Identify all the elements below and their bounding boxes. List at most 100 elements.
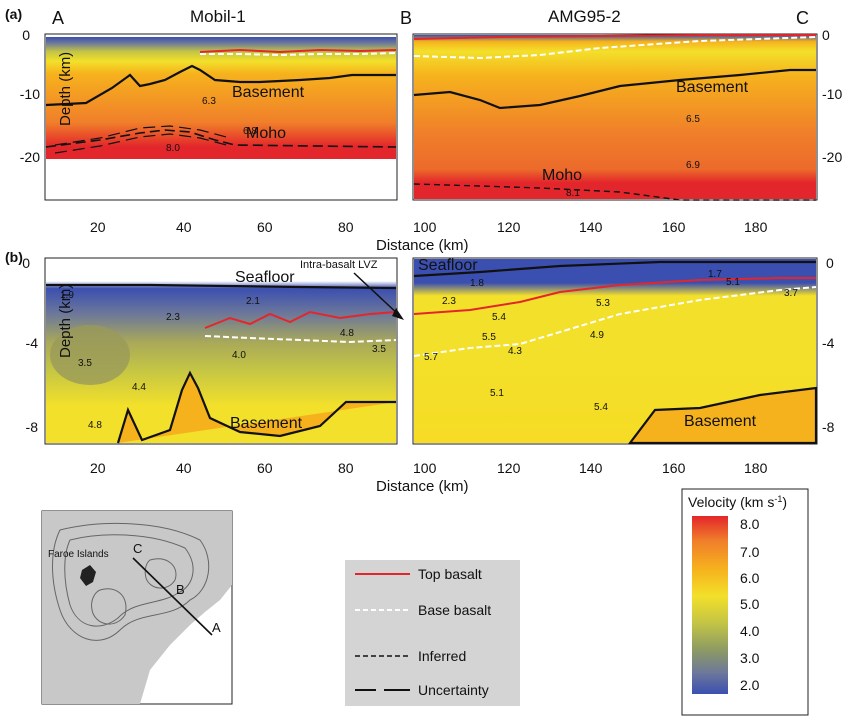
velocity-b-right-9: 4.9 xyxy=(590,330,604,341)
top-basalt-b-left xyxy=(204,310,397,329)
velocity-b-right-2: 1.7 xyxy=(708,269,722,280)
colorbar-tick-5: 5.0 xyxy=(740,596,760,612)
map-contour-3 xyxy=(91,588,127,625)
colorbar-title: Velocity (km s-1) xyxy=(688,494,787,510)
panel-a-xtick-160: 160 xyxy=(662,219,686,235)
panel-b-xtick-120: 120 xyxy=(497,460,521,476)
velocity-a-left-2: 6.8 xyxy=(243,126,257,137)
panel-a-xtick-60: 60 xyxy=(257,219,273,235)
endpoint-a: A xyxy=(52,8,64,28)
map-contour-2 xyxy=(64,534,194,627)
colorbar-tick-8: 8.0 xyxy=(740,516,760,532)
base-basalt-b-right xyxy=(413,286,817,357)
moho-uncertainty-upper xyxy=(54,125,231,146)
velocity-b-right-13: 5.4 xyxy=(594,402,608,413)
panel-b-ytick-2: -8 xyxy=(26,419,39,435)
panel-b-ytick-r2: -8 xyxy=(822,419,835,435)
panel-b-xtick-40: 40 xyxy=(176,460,192,476)
map-point-a: A xyxy=(212,620,221,635)
line-title-amg: AMG95-2 xyxy=(548,7,621,26)
faroe-islands-shape xyxy=(80,565,96,586)
panel-a-xtick-20: 20 xyxy=(90,219,106,235)
panel-a-xlabel: Distance (km) xyxy=(376,237,469,254)
legend-base-basalt-label: Base basalt xyxy=(418,602,491,618)
seafloor-b-right xyxy=(413,260,816,278)
moho-uncertainty-lower xyxy=(54,133,231,154)
velocity-b-left-1: 1.9 xyxy=(60,290,74,301)
location-map: Faroe Islands C B A xyxy=(41,510,233,705)
map-shelf xyxy=(42,511,232,704)
legend: Top basalt Base basalt Inferred Uncertai… xyxy=(345,560,520,706)
basement-label-b-left: Basement xyxy=(230,415,303,432)
map-point-b: B xyxy=(176,582,185,597)
velocity-b-left-8: 4.4 xyxy=(132,382,146,393)
panel-a-xtick-80: 80 xyxy=(338,219,354,235)
basement-boundary-b-left xyxy=(116,370,396,444)
panel-b-xlabel: Distance (km) xyxy=(376,478,469,495)
map-contour-4 xyxy=(144,558,177,589)
basement-label-a-right: Basement xyxy=(676,79,749,96)
lvz-arrow-head xyxy=(392,308,404,320)
moho-label-a-right: Moho xyxy=(542,167,582,184)
panel-b-ytick-r1: -4 xyxy=(822,335,835,351)
moho-label-a-left: Moho xyxy=(246,125,286,142)
panel-a-right-velocity-field xyxy=(414,35,816,199)
profile-line xyxy=(132,557,213,636)
velocity-b-left-7: 3.5 xyxy=(372,344,386,355)
low-velocity-body xyxy=(50,325,130,385)
velocity-a-right-3: 8.1 xyxy=(566,188,580,199)
velocity-b-left-9: 4.8 xyxy=(88,420,102,431)
panel-a-xtick-40: 40 xyxy=(176,219,192,235)
map-title: Faroe Islands xyxy=(48,549,109,560)
map-point-c: C xyxy=(133,541,142,556)
basement-label-a-left: Basement xyxy=(232,84,305,101)
seafloor-label-b-right: Seafloor xyxy=(418,257,478,274)
velocity-b-right-10: 5.7 xyxy=(424,352,438,363)
colorbar-title-main: Velocity (km s xyxy=(688,494,774,510)
legend-uncertainty-label: Uncertainty xyxy=(418,682,489,698)
endpoint-b: B xyxy=(400,8,412,28)
base-basalt-b-left xyxy=(204,335,397,344)
velocity-b-right-12: 5.1 xyxy=(490,388,504,399)
velocity-b-right-4: 3.7 xyxy=(784,288,798,299)
velocity-b-left-6: 4.0 xyxy=(232,350,246,361)
top-basalt-b-right xyxy=(413,277,816,315)
panel-b-xtick-180: 180 xyxy=(744,460,768,476)
panel-a-ytick-r2: -20 xyxy=(822,149,842,165)
panel-a-xtick-140: 140 xyxy=(579,219,603,235)
panel-b-ytick-1: -4 xyxy=(26,335,39,351)
panel-a-xtick-180: 180 xyxy=(744,219,768,235)
top-basalt-a-left xyxy=(199,48,397,54)
panel-a: (a) A B C Mobil-1 AMG95-2 Basement Moho … xyxy=(5,6,842,254)
velocity-a-left-3: 8.0 xyxy=(166,143,180,154)
colorbar-title-end: ) xyxy=(782,494,787,510)
panel-a-left-velocity-field xyxy=(46,37,396,159)
moho-boundary-a-left xyxy=(45,129,397,148)
colorbar-tick-7: 7.0 xyxy=(740,544,760,560)
endpoint-c: C xyxy=(796,8,809,28)
moho-boundary-a-right xyxy=(413,183,816,201)
colorbar: Velocity (km s-1) 8.0 7.0 6.0 5.0 4.0 3.… xyxy=(681,488,809,716)
velocity-b-left-2: 2.1 xyxy=(246,296,260,307)
velocity-b-right-1: 1.8 xyxy=(470,278,484,289)
panel-b-ylabel: Depth (km) xyxy=(57,284,74,358)
velocity-b-right-8: 5.5 xyxy=(482,332,496,343)
velocity-a-right-1: 6.5 xyxy=(686,114,700,125)
panel-b-xtick-20: 20 xyxy=(90,460,106,476)
top-basalt-a-right xyxy=(413,34,816,40)
panel-b-xtick-60: 60 xyxy=(257,460,273,476)
panel-a-ytick-r0: 0 xyxy=(822,27,830,43)
panel-b-xtick-100: 100 xyxy=(413,460,437,476)
panel-b-ytick-0: 0 xyxy=(22,255,30,271)
basement-boundary-a-left xyxy=(45,64,396,107)
panel-b: (b) Seafloor Basement Intra-basalt LVZ 1… xyxy=(5,249,835,495)
panel-b-label: (b) xyxy=(5,249,23,265)
map-contour-1 xyxy=(52,522,210,641)
panel-a-ytick-0: 0 xyxy=(22,27,30,43)
velocity-a-right-2: 6.9 xyxy=(686,160,700,171)
line-title-mobil: Mobil-1 xyxy=(190,7,246,26)
base-basalt-a-right xyxy=(413,36,817,60)
velocity-b-left-3: 2.3 xyxy=(166,312,180,323)
panel-b-xtick-160: 160 xyxy=(662,460,686,476)
